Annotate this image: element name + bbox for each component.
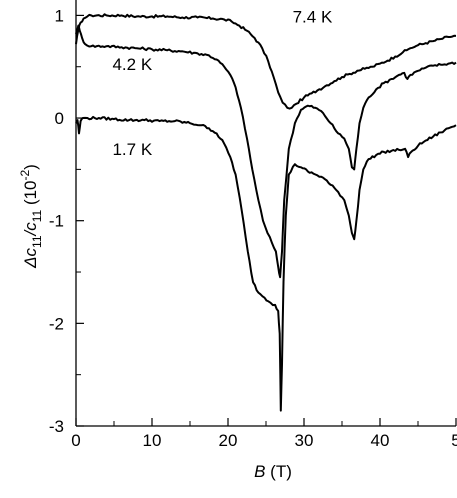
y-label-part-sub2: 11 [30,209,44,222]
y-tick-label: 0 [55,109,64,128]
annotations: 7.4 K 4.2 K 1.7 K [112,8,332,159]
y-tick-label: -3 [49,417,64,436]
series-line-2 [75,24,457,279]
tick-labels: 0 10 20 30 40 510-1-2-3 [49,6,457,450]
x-axis-label: B (T) [254,462,292,481]
y-label-part-slash-c: /c [21,222,40,237]
curve-label-2: 4.2 K [112,55,152,74]
x-axis-label-variable: B [254,462,265,481]
x-tick-label: 40 [371,431,390,450]
x-tick-label: 0 [71,431,80,450]
x-tick-label: 30 [295,431,314,450]
y-label-part-unit-open: (10 [21,180,40,209]
y-label-part-unit-close: ) [21,164,40,170]
series-line-3 [75,115,457,412]
curve-label-1: 7.4 K [293,8,333,27]
y-axis-label: Δc11/c11 (10-2) [18,164,44,269]
x-tick-label: 10 [143,431,162,450]
x-axis-label-unit: (T) [265,462,291,481]
axis-ticks [75,14,457,427]
y-tick-label: 1 [55,6,64,25]
y-label-part-sub1: 11 [30,235,44,248]
series-line-1 [75,13,457,110]
x-tick-label: 5 [451,431,457,450]
y-tick-label: -1 [49,212,64,231]
y-label-part-delta-c: Δc [21,247,40,268]
y-label-part-exponent: -2 [18,169,32,180]
y-tick-label: -2 [49,314,64,333]
x-tick-label: 20 [219,431,238,450]
series-group [75,13,457,412]
curve-label-3: 1.7 K [112,140,152,159]
